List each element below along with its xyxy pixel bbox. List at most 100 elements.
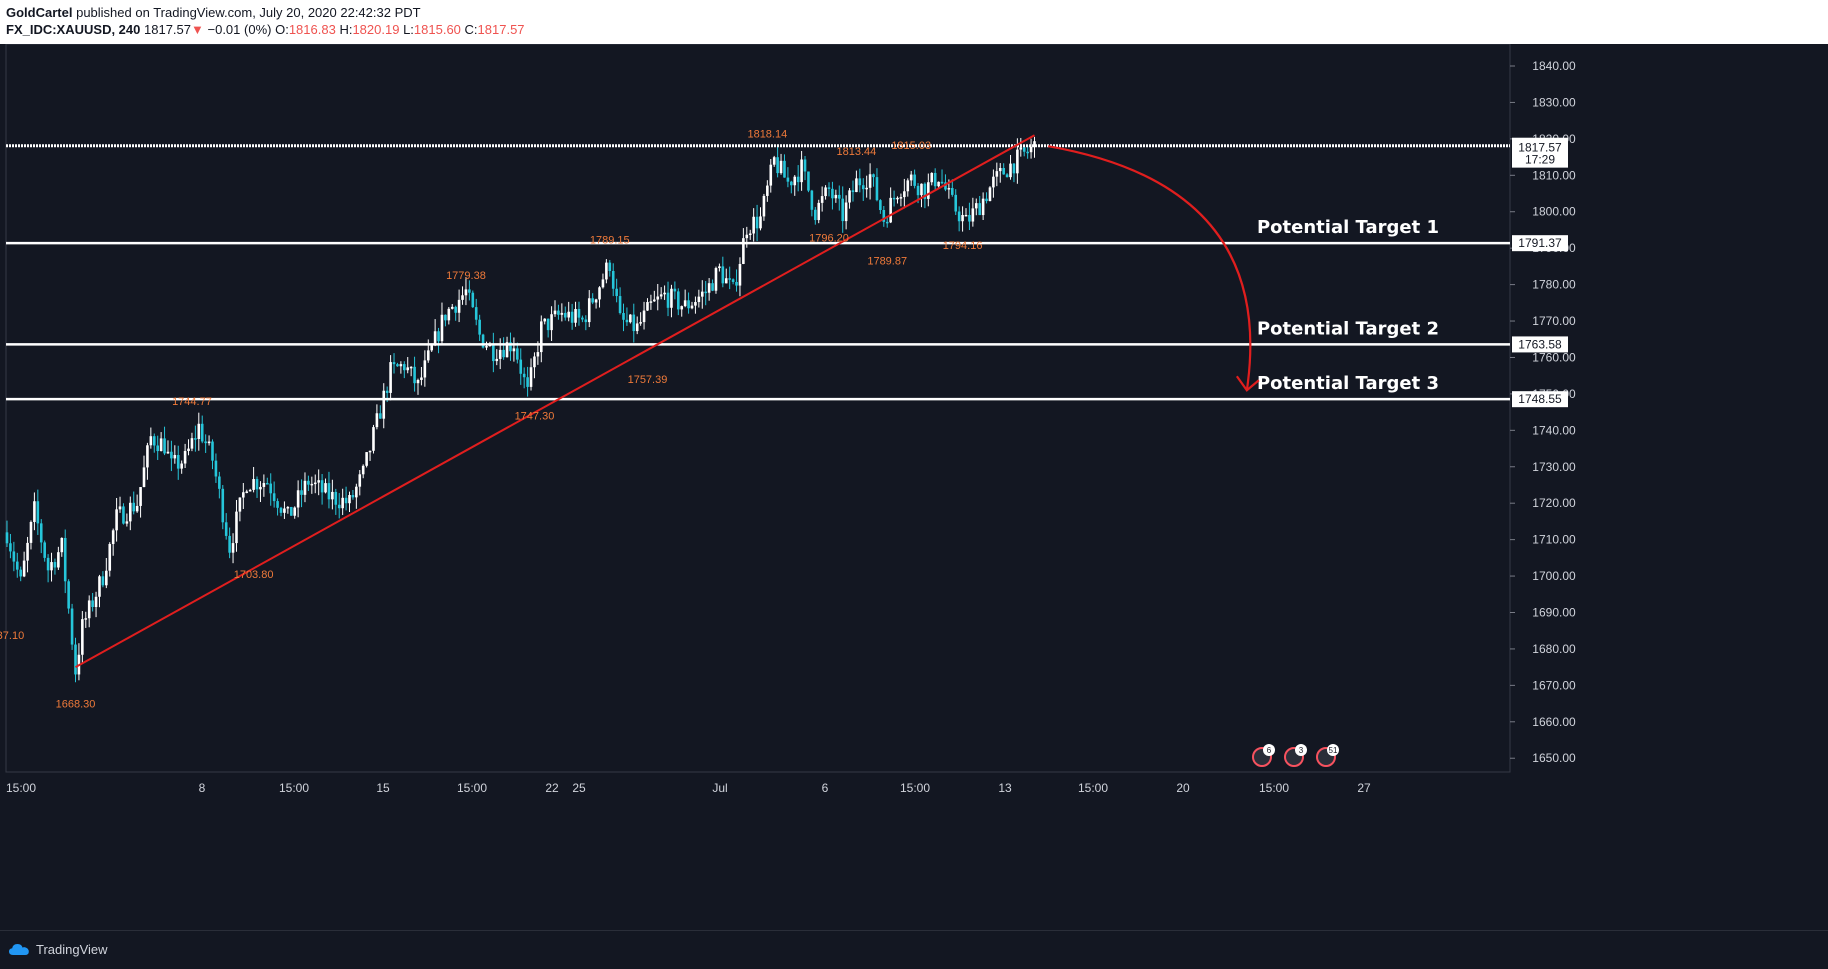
candle-body (481, 334, 485, 348)
candle-body (670, 288, 673, 308)
candle-body (694, 302, 697, 306)
tradingview-logo[interactable]: TradingView (8, 942, 108, 957)
candle-body (724, 278, 728, 284)
candle-body (704, 291, 707, 294)
candle-body (1033, 141, 1036, 147)
candle-body (961, 214, 964, 222)
candle-body (163, 438, 166, 454)
candle-body (563, 312, 567, 318)
swing-price-label: 1703.80 (234, 569, 274, 581)
candle-body (176, 455, 180, 469)
high-label: H: (339, 22, 353, 37)
candle-body (824, 187, 827, 197)
candle-body (348, 495, 351, 504)
candle-body (954, 194, 958, 212)
candle-body (985, 198, 988, 202)
candle-body (303, 480, 307, 495)
candle-body (33, 501, 36, 522)
candle-body (700, 291, 704, 297)
candle-body (526, 377, 529, 387)
price-tag (1512, 151, 1568, 168)
candle-body (276, 501, 279, 508)
candle-body (851, 190, 855, 193)
candle-body (135, 505, 139, 512)
candle-body (485, 346, 488, 348)
candle-body (426, 350, 430, 361)
ascending-trendline[interactable] (75, 134, 1035, 669)
open-value: 1816.83 (288, 22, 336, 37)
candle-body (868, 174, 872, 188)
low-value: 1815.60 (413, 22, 461, 37)
candle-body (677, 291, 680, 310)
candle-body (790, 181, 793, 186)
price-chart[interactable]: 1650.00 1660.00 1670.00 1680.00 1690.00 1700.… (0, 44, 1828, 930)
candle-body (748, 233, 752, 235)
projection-arrow[interactable] (1048, 145, 1252, 391)
candle-body (516, 348, 519, 360)
candle-body (968, 214, 971, 222)
candle-body (101, 576, 105, 586)
candle-body (988, 187, 992, 202)
candle-body (587, 298, 591, 323)
candle-body (649, 301, 653, 303)
candle-body (731, 279, 735, 282)
symbol-label[interactable]: FX_IDC:XAUUSD, 240 (6, 22, 141, 37)
price-tick-label: 1810.00 (1532, 168, 1576, 182)
candle-body (15, 561, 19, 570)
candle-body (495, 358, 499, 362)
candle-body (252, 479, 255, 490)
candle-body (865, 187, 868, 190)
candle-body (238, 497, 242, 512)
time-tick-label: 15:00 (1259, 781, 1289, 795)
candle-body (420, 377, 423, 380)
candle-body (166, 451, 170, 454)
candle-body (98, 576, 101, 597)
candle-body (930, 172, 934, 183)
candle-body (659, 294, 663, 297)
candle-body (266, 483, 269, 485)
cloud-logo-icon (9, 943, 29, 955)
candle-body (300, 490, 303, 495)
candle-body (269, 483, 273, 494)
price-tick-label: 1730.00 (1532, 460, 1576, 474)
candle-body (235, 511, 238, 544)
level-price-tag (1512, 336, 1568, 353)
author-name[interactable]: GoldCartel (6, 5, 73, 20)
candle-body (146, 445, 149, 468)
candle-body (944, 182, 947, 190)
candle-body (837, 194, 841, 199)
candle-body (913, 174, 916, 186)
candle-body (879, 200, 882, 211)
candle-body (745, 234, 749, 239)
candle-body (981, 198, 985, 216)
candle-body (454, 306, 457, 313)
candle-body (53, 562, 57, 568)
price-tick-label: 1770.00 (1532, 314, 1576, 328)
candle-body (228, 535, 231, 553)
event-count-label: 51 (1329, 746, 1338, 755)
candle-body (310, 483, 314, 486)
event-count-label: 3 (1299, 746, 1304, 755)
candle-body (105, 570, 108, 586)
candle-body (800, 159, 803, 183)
candle-body (74, 644, 77, 675)
candle-body (810, 190, 814, 210)
candle-body (820, 196, 824, 203)
candle-body (933, 172, 937, 187)
candle-body (831, 188, 834, 199)
candle-body (844, 202, 848, 222)
candle-body (796, 176, 800, 183)
candle-body (334, 491, 338, 505)
candle-body (861, 185, 865, 190)
candle-body (992, 176, 995, 188)
high-value: 1820.19 (352, 22, 400, 37)
close-value: 1817.57 (477, 22, 525, 37)
swing-price-label: 1815.03 (891, 140, 931, 152)
candle-body (594, 299, 598, 303)
candle-body (1022, 147, 1026, 152)
candle-body (923, 183, 927, 199)
candle-body (632, 314, 636, 332)
candle-body (807, 171, 810, 191)
candle-body (218, 476, 221, 489)
candle-body (752, 216, 755, 234)
